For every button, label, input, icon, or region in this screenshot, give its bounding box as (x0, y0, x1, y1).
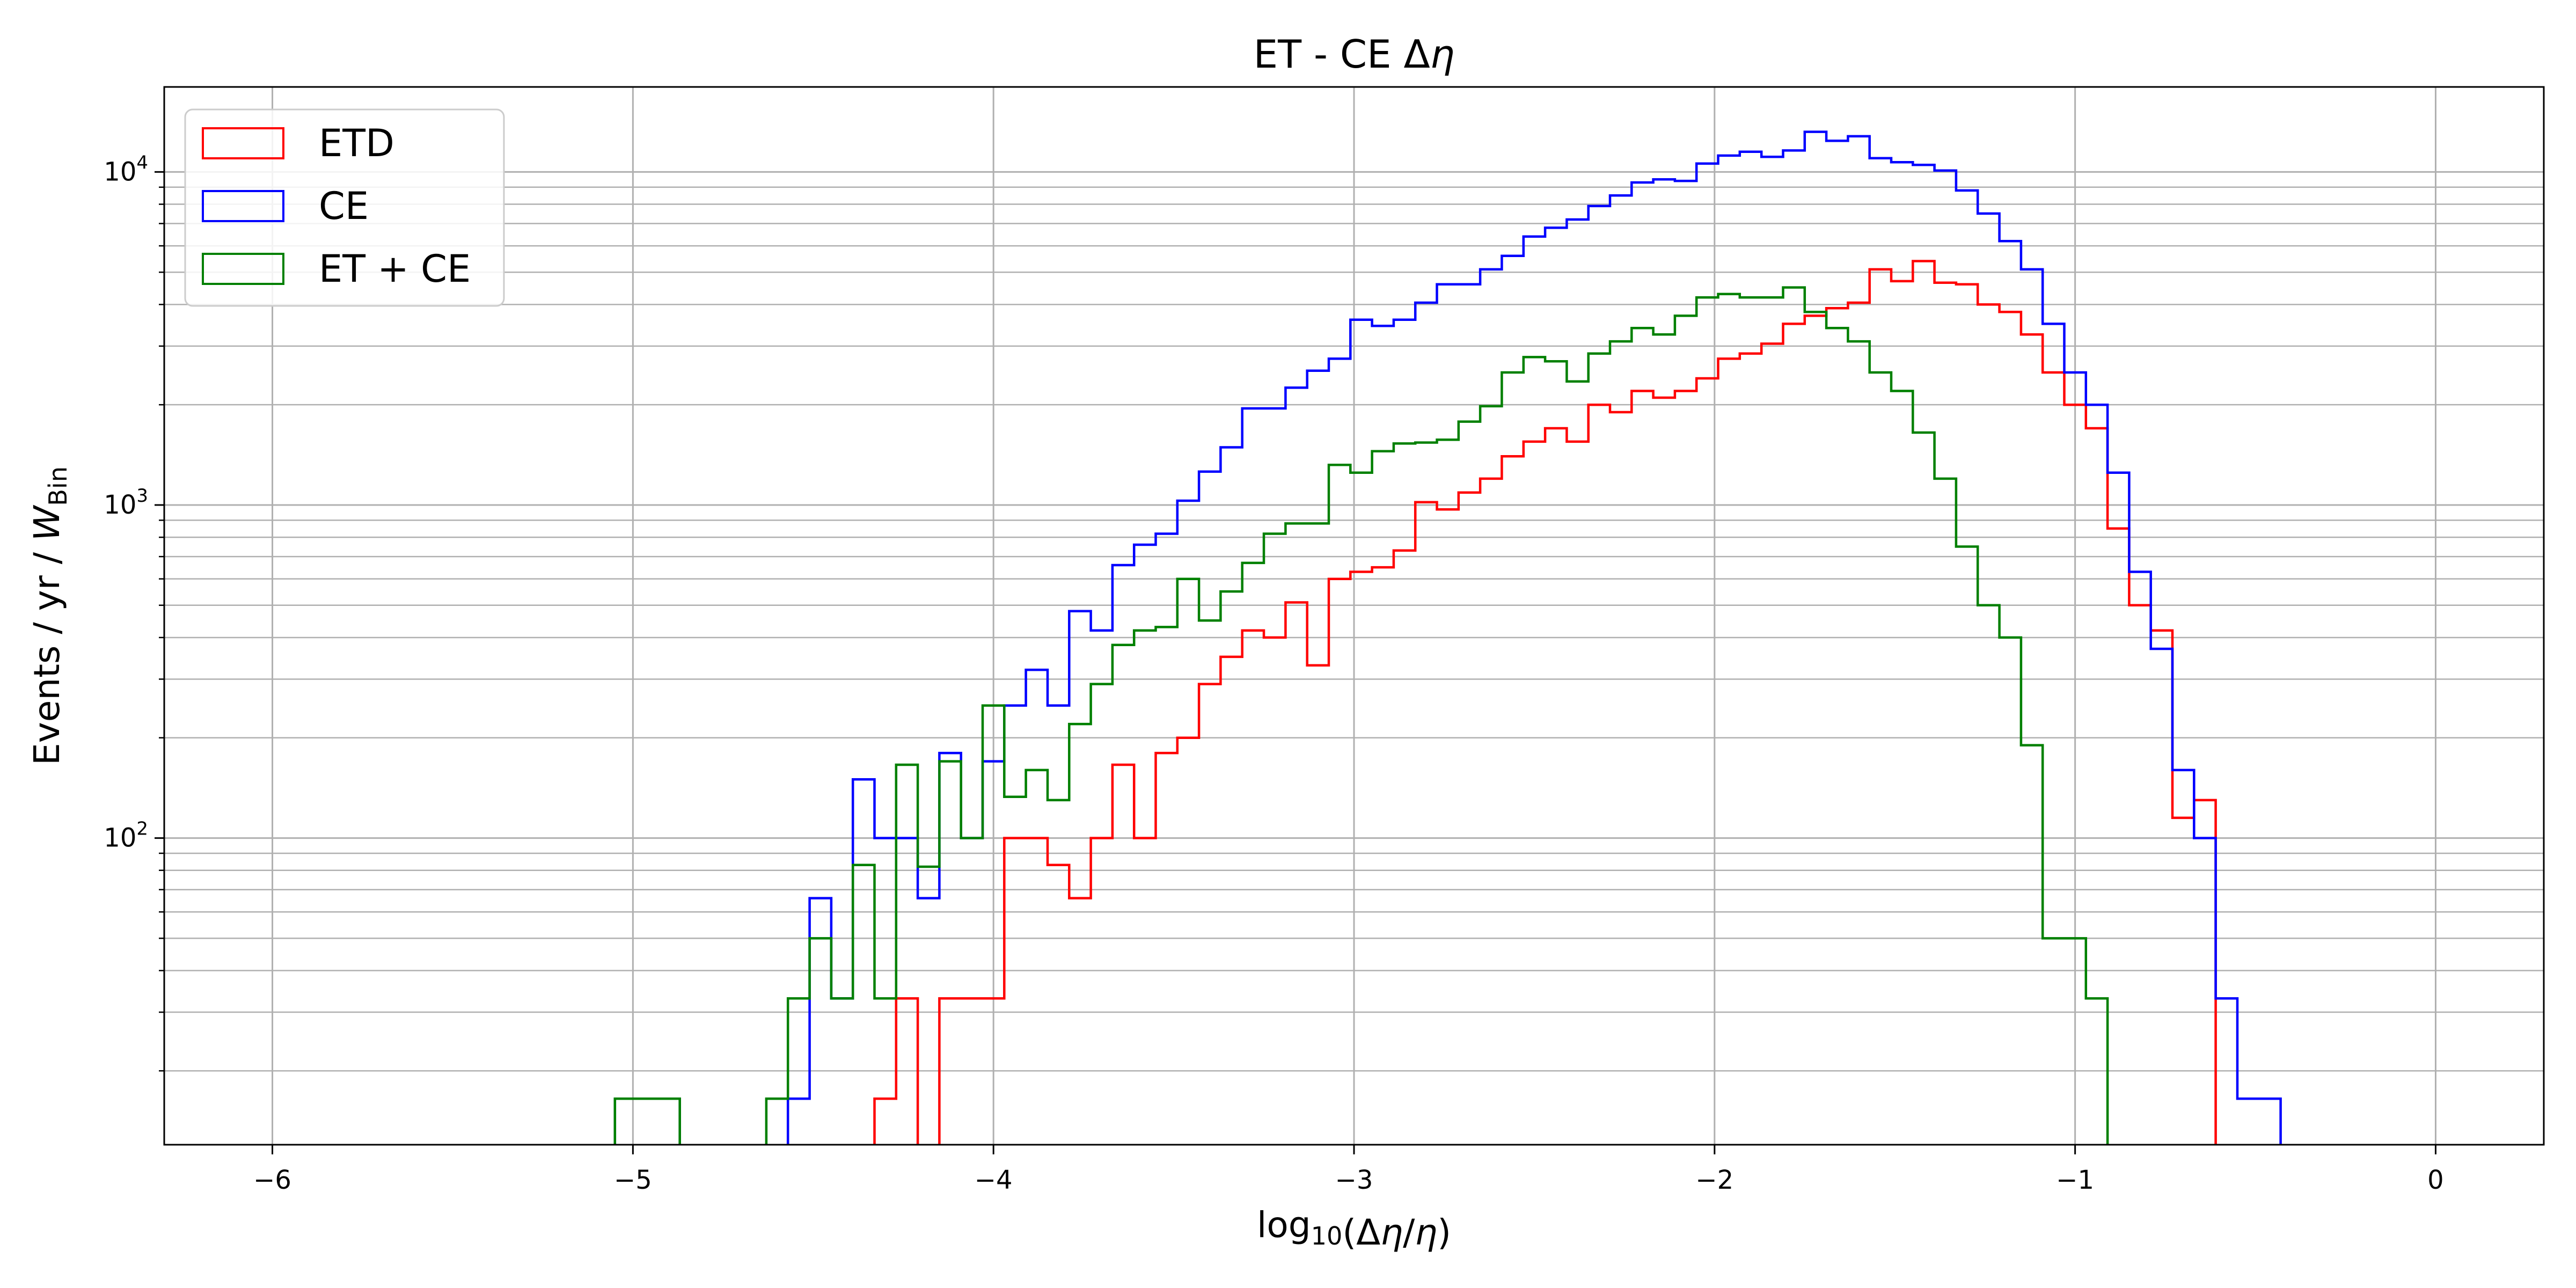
legend-swatch (202, 190, 284, 222)
y-axis-label: Events / yr / WBin (26, 466, 72, 765)
plot-series (613, 130, 2282, 1145)
chart-title: ET - CE Δη (1254, 32, 1455, 77)
legend: ETD CE ET + CE (184, 108, 505, 307)
y-tick-label: 104 (104, 152, 148, 187)
series-et-ce-line (613, 286, 2109, 1145)
x-tick-label: −3 (1335, 1165, 1373, 1195)
x-tick-label: −2 (1695, 1165, 1733, 1195)
legend-swatch (202, 253, 284, 285)
y-tick-label: 103 (104, 485, 148, 520)
legend-label: CE (319, 184, 369, 228)
series-etd-line (873, 260, 2217, 1145)
series-ce-line (613, 130, 2282, 1145)
y-axis-ticks: 102 103 104 (104, 152, 164, 1072)
legend-label: ET + CE (319, 247, 471, 291)
x-tick-label: −6 (253, 1165, 291, 1195)
legend-swatch (202, 127, 284, 159)
x-tick-label: 0 (2427, 1165, 2444, 1195)
x-axis-ticks: −6 −5 −4 −3 −2 −1 0 (253, 1145, 2444, 1195)
x-tick-label: −5 (614, 1165, 652, 1195)
x-tick-label: −1 (2056, 1165, 2094, 1195)
y-tick-label: 102 (104, 818, 148, 853)
x-axis-label: log10(Δη/η) (1257, 1204, 1451, 1253)
legend-label: ETD (319, 121, 394, 165)
x-tick-label: −4 (975, 1165, 1013, 1195)
